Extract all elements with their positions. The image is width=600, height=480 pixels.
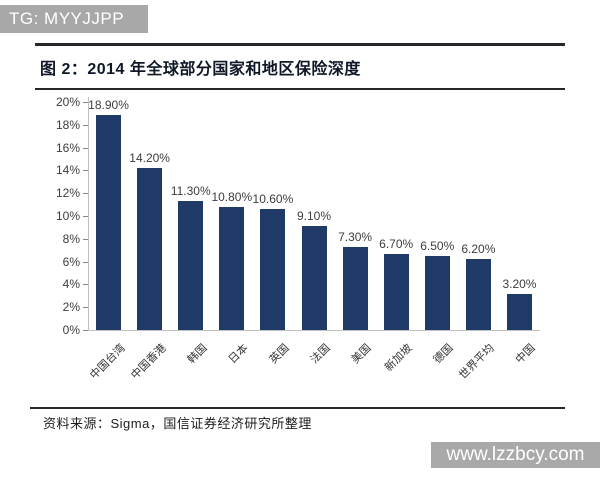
x-axis-label: 中国香港 — [128, 342, 169, 382]
x-axis-label: 世界平均 — [457, 342, 497, 382]
y-axis-tick-label: 8% — [62, 231, 80, 246]
bar-value-label: 10.80% — [211, 189, 253, 204]
y-axis-tick-label: 6% — [62, 254, 80, 269]
figure-title: 图 2：2014 年全球部分国家和地区保险深度 — [40, 61, 361, 78]
bar-value-label: 11.30% — [170, 184, 211, 199]
y-axis-tick — [83, 261, 88, 263]
bar — [506, 293, 532, 330]
bar-value-label: 18.90% — [88, 97, 129, 112]
x-axis-label: 中国台湾 — [87, 342, 128, 382]
y-axis-tick-label: 18% — [55, 117, 80, 132]
y-axis-tick-label: 10% — [55, 209, 80, 223]
bar-value-label: 9.10% — [296, 209, 332, 224]
bar — [465, 259, 491, 330]
site-watermark: www.lzzbcy.com — [431, 442, 600, 468]
bar — [178, 201, 204, 330]
x-axis-label: 新加坡 — [382, 342, 415, 374]
bar — [96, 114, 122, 330]
bar-value-label: 14.20% — [129, 151, 170, 166]
y-axis-tick-label: 0% — [62, 323, 80, 337]
y-axis-tick — [83, 307, 88, 309]
bar — [424, 255, 450, 330]
y-axis-tick — [83, 330, 88, 331]
bar — [260, 209, 286, 330]
site-watermark-text: www.lzzbcy.com — [446, 444, 585, 465]
x-axis-line — [88, 330, 540, 331]
bar — [301, 226, 327, 330]
figure-caption-block: 图 2：2014 年全球部分国家和地区保险深度 — [35, 43, 565, 90]
x-axis-label: 德国 — [431, 342, 456, 367]
y-axis-tick — [83, 284, 88, 286]
bar-value-label: 6.20% — [461, 242, 496, 257]
caption-bottom-rule — [35, 88, 565, 90]
x-axis-label: 英国 — [267, 342, 292, 367]
y-axis-tick — [83, 147, 88, 149]
x-axis-label: 美国 — [349, 342, 374, 367]
y-axis-tick — [83, 102, 88, 103]
source-divider-rule — [30, 407, 565, 409]
telegram-ad-banner: TG: MYYJJPP — [0, 5, 148, 33]
bar-value-label: 6.70% — [379, 236, 414, 251]
y-axis-tick-label: 20% — [55, 95, 80, 109]
x-axis-label: 中国 — [514, 342, 539, 367]
y-axis-line — [88, 97, 89, 330]
y-axis-tick — [83, 124, 88, 126]
bar-value-label: 3.20% — [502, 276, 537, 291]
y-axis-tick — [83, 193, 88, 195]
y-axis-tick-label: 14% — [55, 163, 80, 178]
caption-top-rule — [35, 43, 565, 46]
bar-value-label: 7.30% — [338, 229, 373, 244]
bar — [383, 253, 409, 330]
bar — [219, 206, 245, 330]
data-source-note: 资料来源：Sigma，国信证券经济研究所整理 — [43, 416, 312, 431]
x-axis-label: 法国 — [308, 342, 333, 367]
y-axis-tick-label: 16% — [55, 140, 80, 155]
y-axis-tick — [83, 238, 88, 240]
y-axis-tick — [83, 216, 88, 217]
x-axis-label: 日本 — [226, 342, 251, 367]
bar-value-label: 10.60% — [252, 192, 294, 207]
bar — [137, 168, 163, 330]
y-axis-tick-label: 2% — [62, 300, 80, 315]
x-axis-label: 韩国 — [185, 342, 210, 367]
bar-value-label: 6.50% — [420, 238, 455, 253]
y-axis-tick-label: 12% — [55, 186, 80, 201]
bar — [342, 246, 368, 330]
bar-chart: 0% 2% 4% 6% 8% 10% 12% 14% 16% 18% 20% 18.90% 中国台湾 14… — [35, 92, 575, 392]
y-axis-tick-label: 4% — [62, 277, 80, 292]
y-axis-tick — [83, 170, 88, 172]
telegram-ad-banner-text: TG: MYYJJPP — [9, 9, 125, 28]
